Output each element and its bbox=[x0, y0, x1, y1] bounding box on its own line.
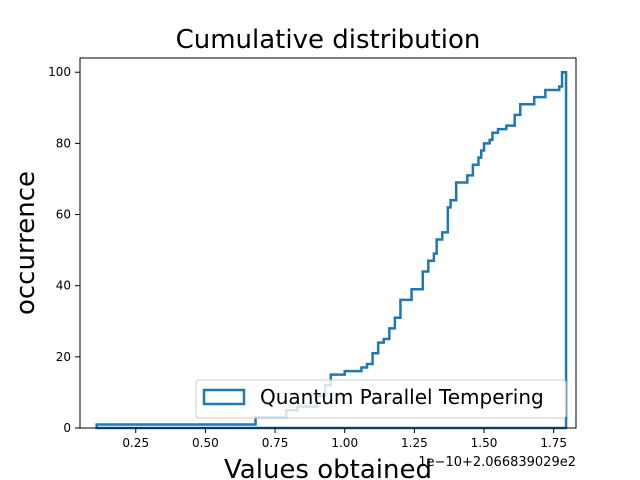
plot-frame bbox=[79, 57, 577, 429]
x-tick-label: 1.75 bbox=[540, 436, 567, 450]
y-tick-label: 20 bbox=[56, 350, 71, 364]
y-axis-label: occurrence bbox=[11, 171, 41, 315]
x-tick-label: 0.75 bbox=[262, 436, 289, 450]
x-axis-label: Values obtained bbox=[224, 455, 432, 480]
x-tick-label: 1.00 bbox=[331, 436, 358, 450]
y-tick-label: 100 bbox=[48, 65, 71, 79]
x-tick-label: 0.50 bbox=[192, 436, 219, 450]
x-tick-label: 1.50 bbox=[471, 436, 498, 450]
y-tick-label: 0 bbox=[63, 421, 71, 435]
legend-swatch bbox=[202, 388, 246, 406]
x-tick-label: 0.25 bbox=[122, 436, 149, 450]
x-axis-ticks: 0.25 0.50 0.75 1.00 1.25 1.50 1.75 bbox=[122, 428, 567, 450]
y-axis-ticks: 0 20 40 60 80 100 bbox=[48, 65, 80, 435]
y-tick-label: 80 bbox=[56, 136, 71, 150]
legend-box bbox=[195, 379, 567, 419]
legend-label: Quantum Parallel Tempering bbox=[260, 385, 544, 409]
cumulative-step-line bbox=[95, 70, 568, 430]
chart-title: Cumulative distribution bbox=[176, 25, 481, 55]
x-tick-label: 1.25 bbox=[401, 436, 428, 450]
legend: Quantum Parallel Tempering bbox=[195, 379, 567, 419]
y-tick-label: 40 bbox=[56, 279, 71, 293]
plot-area bbox=[95, 70, 568, 430]
y-tick-label: 60 bbox=[56, 208, 71, 222]
x-axis-offset-label: 1e−10+2.066839029e2 bbox=[418, 455, 576, 470]
